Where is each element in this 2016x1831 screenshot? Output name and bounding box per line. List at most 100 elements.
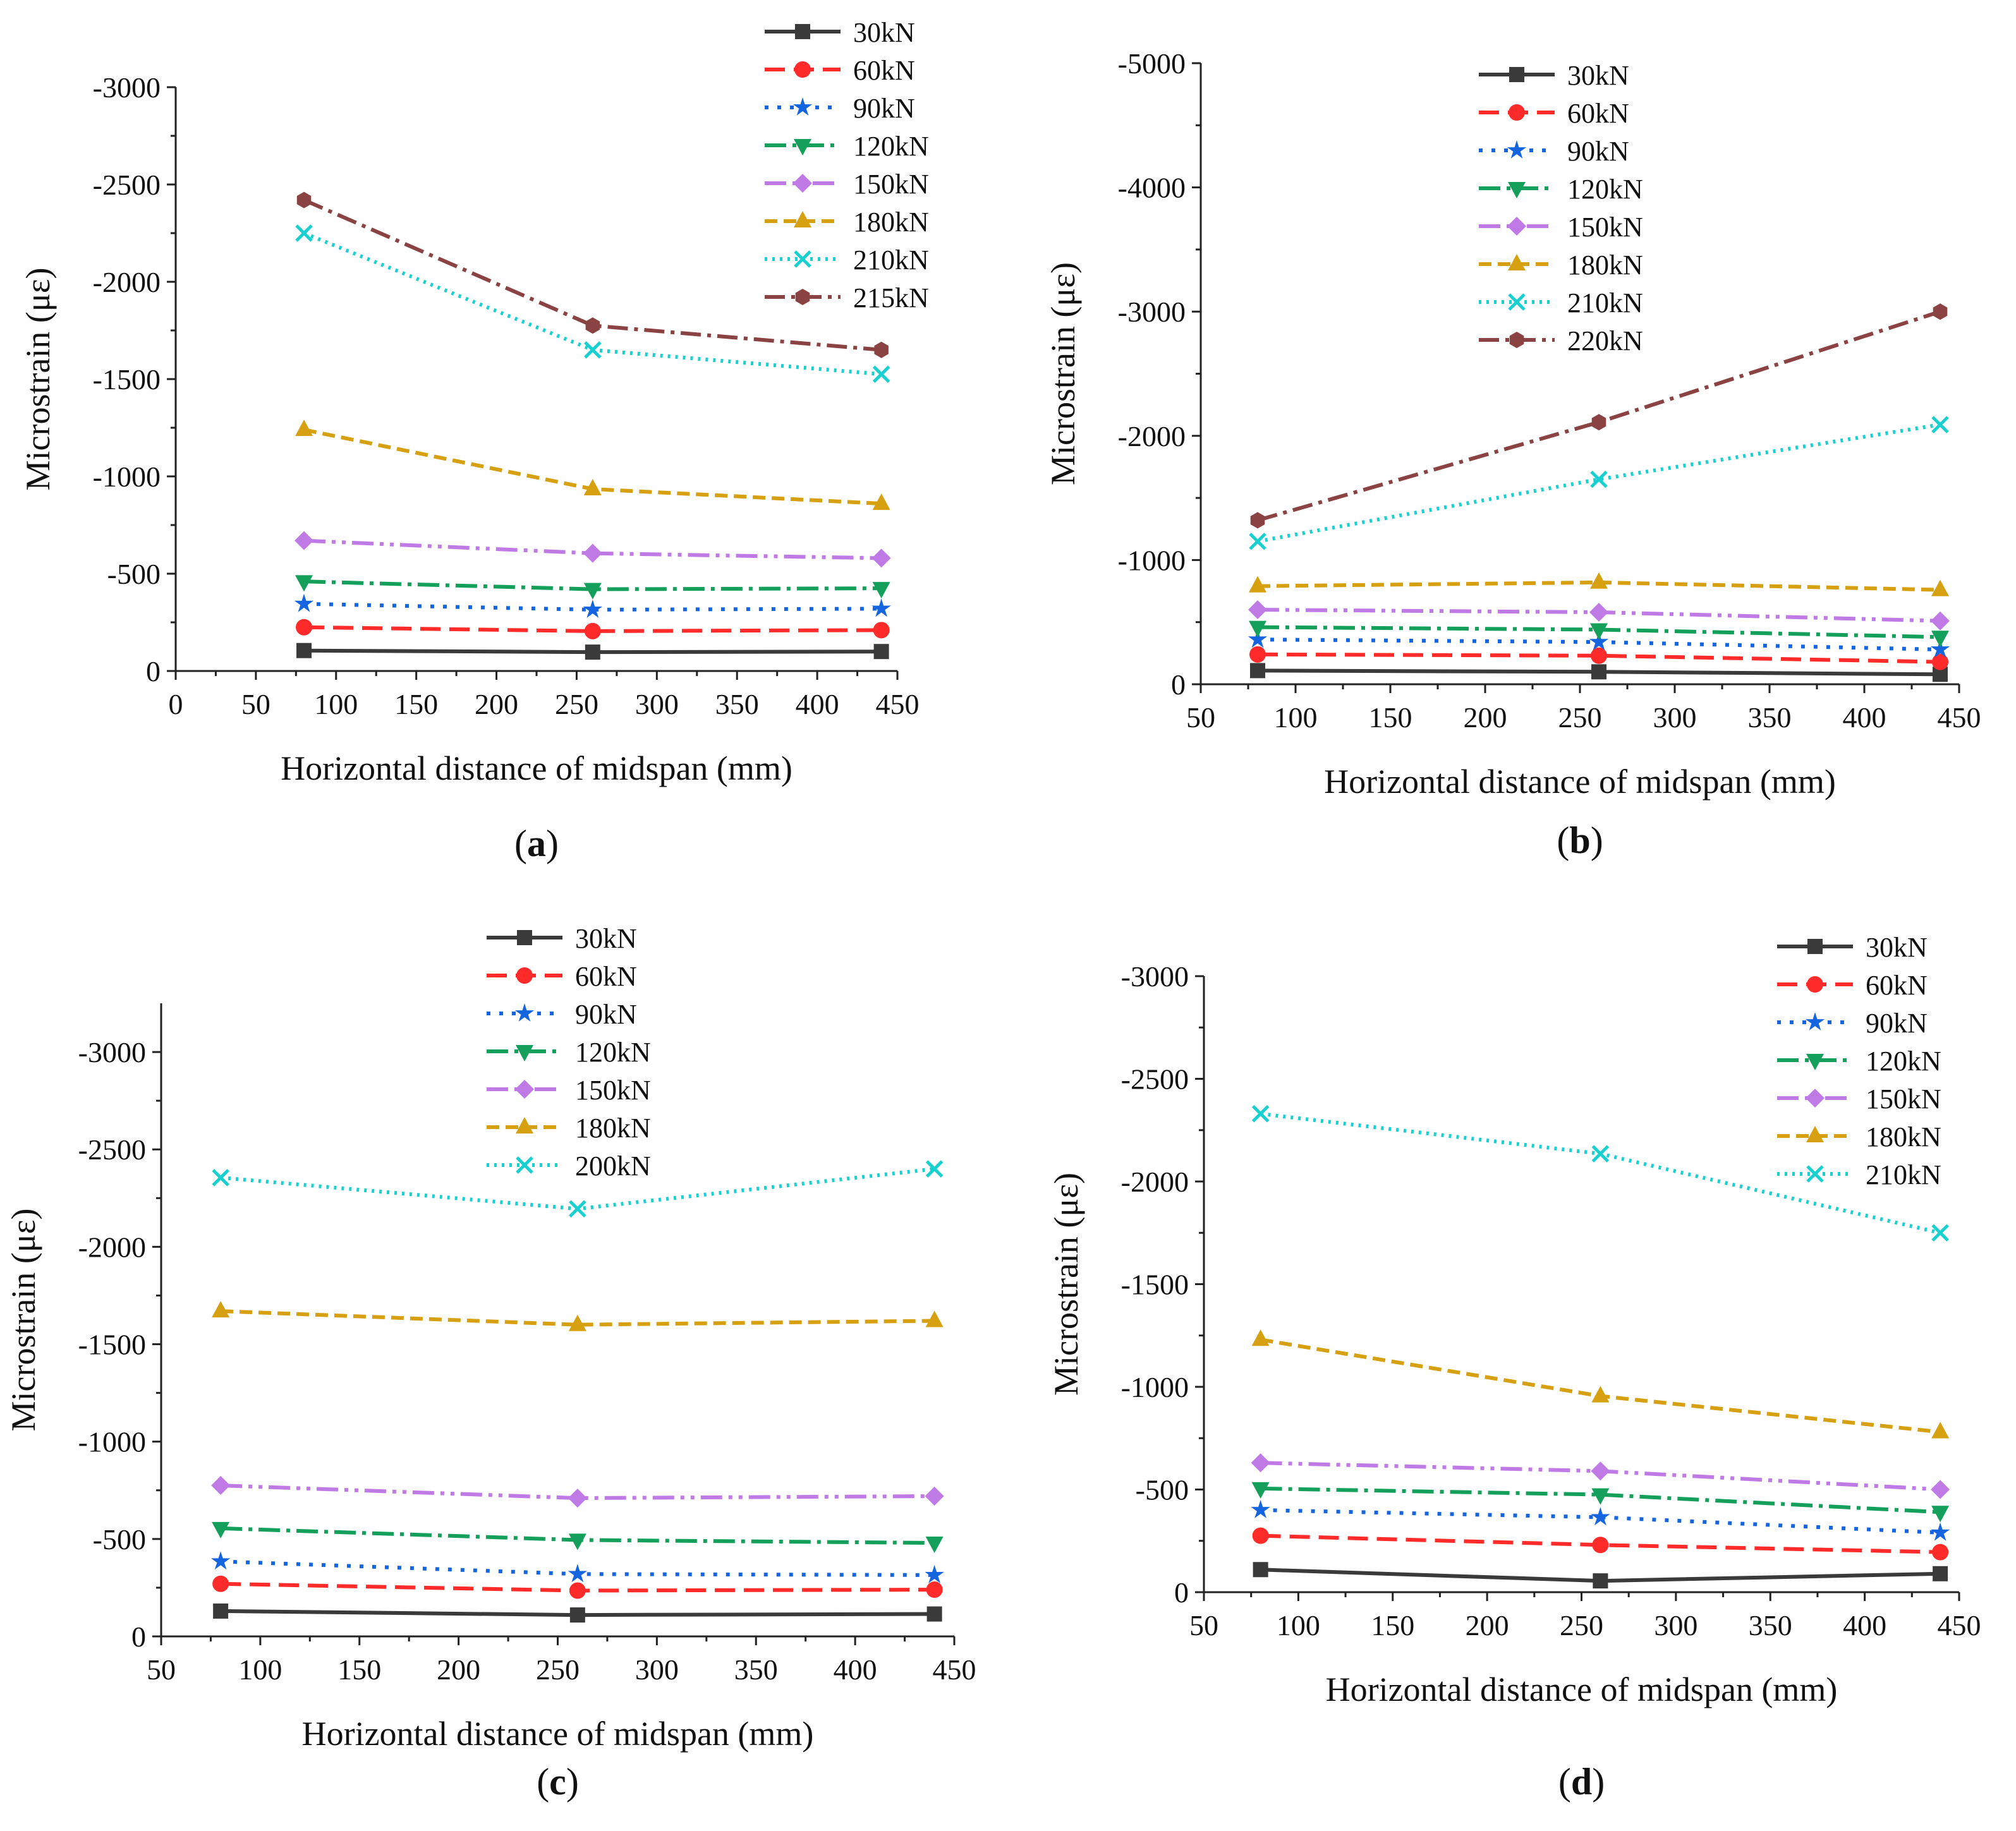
x-tick-label: 350: [715, 688, 759, 720]
data-point-120kN: [1251, 1482, 1270, 1499]
x-tick-label: 350: [1748, 701, 1792, 734]
legend-label: 30kN: [1866, 932, 1928, 963]
data-point-90kN: [210, 1551, 231, 1570]
x-tick-label: 350: [734, 1653, 778, 1686]
data-point-30kN: [213, 1603, 229, 1619]
data-point-215kN: [296, 191, 312, 208]
x-tick-label: 350: [1749, 1609, 1792, 1641]
legend-marker: [1509, 67, 1524, 82]
legend-marker: [515, 1080, 534, 1099]
data-point-180kN: [1249, 576, 1266, 593]
legend-label: 180kN: [575, 1113, 651, 1144]
data-point-180kN: [1590, 572, 1608, 589]
legend-label: 120kN: [853, 131, 929, 162]
data-point-60kN: [1591, 647, 1607, 664]
series-180kN: [212, 1301, 944, 1331]
legend-label: 210kN: [853, 245, 929, 275]
legend-marker: [516, 967, 533, 984]
x-tick-label: 200: [475, 688, 518, 720]
series-30kN: [296, 643, 889, 660]
legend-label: 180kN: [1567, 250, 1643, 281]
legend-label: 60kN: [853, 55, 915, 86]
series-150kN: [1248, 600, 1950, 631]
data-point-210kN: [1931, 416, 1949, 433]
data-point-30kN: [1933, 1566, 1948, 1581]
series-line-180kN: [220, 1309, 935, 1327]
data-point-180kN: [1931, 1422, 1950, 1439]
data-point-150kN: [1591, 1461, 1610, 1481]
y-tick-label: -2500: [93, 169, 161, 201]
series-180kN: [1249, 572, 1949, 596]
x-tick-label: 100: [1277, 1609, 1320, 1641]
y-tick-label: -1000: [1121, 1371, 1189, 1403]
data-point-120kN: [925, 1537, 944, 1554]
legend-marker: [1807, 939, 1823, 954]
data-point-150kN: [583, 543, 602, 563]
x-axis-label: Horizontal distance of midspan (mm): [1324, 763, 1836, 801]
x-tick-label: 100: [238, 1653, 282, 1686]
series-line-180kN: [1260, 1338, 1941, 1434]
y-tick-label: -500: [93, 1523, 146, 1556]
data-point-150kN: [1248, 600, 1267, 620]
panel-label: (b): [1557, 819, 1603, 861]
data-point-180kN: [1931, 579, 1949, 596]
series-90kN: [1251, 1500, 1950, 1541]
x-tick-label: 200: [1464, 701, 1507, 734]
y-tick-label: -4000: [1118, 172, 1186, 204]
y-tick-label: -1500: [1121, 1269, 1189, 1301]
x-tick-label: 300: [635, 1653, 679, 1686]
legend-marker: [1805, 1012, 1825, 1030]
x-tick-label: 150: [1369, 701, 1412, 734]
y-tick-label: -1000: [78, 1426, 146, 1458]
legend-label: 120kN: [1567, 174, 1643, 205]
x-tick-label: 300: [635, 688, 679, 720]
x-tick-label: 400: [834, 1653, 877, 1686]
data-point-180kN: [568, 1314, 586, 1331]
legend-label: 90kN: [1866, 1008, 1928, 1039]
series-120kN: [295, 575, 890, 600]
x-tick-label: 150: [337, 1653, 381, 1686]
legend-label: 60kN: [575, 961, 637, 992]
data-point-30kN: [585, 644, 600, 660]
legend-marker: [1509, 332, 1524, 348]
y-tick-label: -3000: [78, 1036, 146, 1068]
series-line-60kN: [1260, 1533, 1941, 1554]
legend-marker: [1509, 104, 1525, 121]
y-tick-label: -5000: [1118, 47, 1186, 80]
legend-marker: [795, 24, 810, 39]
y-tick-label: 0: [131, 1621, 146, 1653]
data-point-180kN: [295, 420, 313, 437]
series-210kN: [1249, 416, 1949, 550]
series-90kN: [294, 593, 891, 618]
x-tick-label: 450: [933, 1653, 976, 1686]
data-point-210kN: [1931, 1224, 1949, 1242]
data-point-210kN: [872, 365, 890, 384]
data-point-30kN: [873, 644, 889, 660]
legend-marker: [1508, 254, 1526, 270]
legend-marker: [517, 930, 532, 945]
legend: 30kN 60kN 90kN 120kN 150kN 180kN 200kN: [487, 923, 651, 1181]
legend-label: 30kN: [575, 923, 637, 954]
y-tick-label: -2500: [1121, 1063, 1189, 1096]
series-150kN: [295, 531, 891, 568]
data-point-120kN: [1590, 623, 1608, 640]
x-tick-label: 200: [437, 1653, 480, 1686]
legend-marker: [1806, 1126, 1824, 1142]
legend: 30kN 60kN 90kN 120kN 150kN 180kN 210kN: [1777, 932, 1941, 1190]
x-tick-label: 150: [394, 688, 438, 720]
data-point-90kN: [1589, 632, 1609, 651]
data-point-220kN: [1591, 414, 1606, 431]
chart-panel-c: 50 100 150 200 250 300 350 400 450 0 -500 -1000 -150…: [0, 910, 986, 1823]
legend-marker: [1507, 217, 1526, 236]
data-point-200kN: [925, 1160, 944, 1178]
x-tick-label: 150: [1371, 1609, 1414, 1641]
data-point-90kN: [1251, 1500, 1270, 1518]
legend-label: 150kN: [1866, 1084, 1941, 1115]
data-point-60kN: [1932, 1544, 1949, 1561]
legend-marker: [1508, 182, 1526, 198]
data-point-120kN: [1591, 1488, 1610, 1505]
series-30kN: [1253, 1562, 1948, 1589]
x-tick-label: 50: [147, 1653, 176, 1686]
y-axis-label: Microstrain (με): [1047, 1173, 1085, 1396]
legend-marker: [794, 139, 811, 155]
